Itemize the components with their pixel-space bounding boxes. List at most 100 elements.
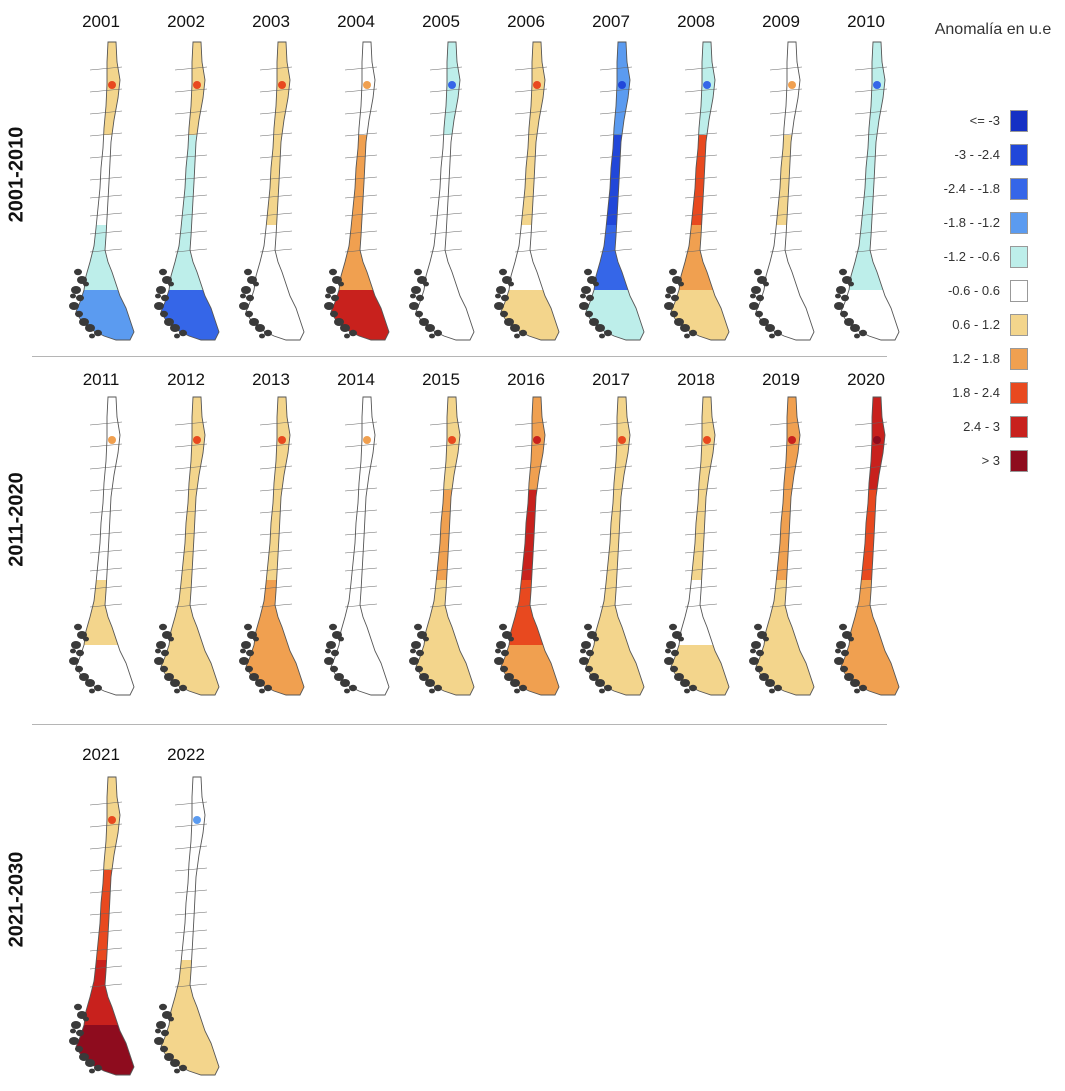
chile-anomaly-map-2021 bbox=[69, 776, 135, 1076]
region-border bbox=[89, 154, 123, 159]
region-border bbox=[429, 110, 463, 115]
archipelago bbox=[749, 623, 782, 694]
region-border bbox=[174, 443, 208, 448]
region-border bbox=[89, 509, 123, 514]
hotspot bbox=[703, 436, 711, 444]
legend-title: Anomalía en u.e bbox=[934, 21, 1052, 38]
region-border bbox=[514, 194, 548, 199]
year-label: 2012 bbox=[167, 370, 205, 389]
region-border bbox=[599, 248, 633, 253]
region-border bbox=[429, 567, 463, 572]
legend-item-label: -1.2 - -0.6 bbox=[943, 249, 1000, 264]
country-outline bbox=[840, 41, 900, 341]
region-border bbox=[174, 421, 208, 426]
year-label: 2011 bbox=[82, 370, 120, 389]
region-fill-center bbox=[331, 135, 389, 225]
region-border bbox=[854, 487, 888, 492]
chile-anomaly-map-2020 bbox=[834, 396, 900, 696]
region-border bbox=[854, 110, 888, 115]
region-border bbox=[769, 110, 803, 115]
year-label: 2006 bbox=[507, 12, 545, 31]
region-border bbox=[769, 248, 803, 253]
region-fill-center bbox=[76, 135, 134, 225]
hotspot bbox=[193, 436, 201, 444]
chile-anomaly-map-2005 bbox=[409, 41, 475, 341]
region-border bbox=[769, 465, 803, 470]
year-label: 2004 bbox=[337, 12, 375, 31]
region-border bbox=[89, 465, 123, 470]
year-label: 2015 bbox=[422, 370, 460, 389]
chile-anomaly-map-2016 bbox=[494, 396, 560, 696]
legend-swatch bbox=[1010, 280, 1028, 302]
region-border bbox=[429, 176, 463, 181]
region-border bbox=[174, 176, 208, 181]
legend-swatch bbox=[1010, 382, 1028, 404]
hotspot bbox=[193, 81, 201, 89]
decade-label: 2011-2020 bbox=[5, 472, 28, 567]
region-border bbox=[684, 176, 718, 181]
region-border bbox=[174, 889, 208, 894]
region-border bbox=[344, 66, 378, 71]
region-fill-center bbox=[416, 135, 474, 225]
region-border bbox=[599, 487, 633, 492]
region-border bbox=[259, 212, 293, 217]
region-border bbox=[429, 66, 463, 71]
archipelago bbox=[154, 268, 187, 339]
region-border bbox=[259, 531, 293, 536]
region-border bbox=[684, 567, 718, 572]
region-border bbox=[174, 929, 208, 934]
year-label: 2009 bbox=[762, 12, 800, 31]
region-border bbox=[344, 132, 378, 137]
region-border bbox=[514, 487, 548, 492]
legend-item: -2.4 - -1.8 bbox=[928, 178, 1036, 202]
region-border bbox=[769, 531, 803, 536]
region-border bbox=[89, 110, 123, 115]
chile-anomaly-map-2011 bbox=[69, 396, 135, 696]
region-border bbox=[259, 88, 293, 93]
hotspot bbox=[278, 436, 286, 444]
region-fill-center bbox=[501, 135, 559, 225]
region-fill-center bbox=[586, 135, 644, 225]
legend-swatch bbox=[1010, 314, 1028, 336]
country-outline bbox=[75, 396, 135, 696]
archipelago bbox=[494, 268, 527, 339]
region-border bbox=[89, 487, 123, 492]
region-border bbox=[854, 603, 888, 608]
region-border bbox=[259, 154, 293, 159]
legend-item: 1.2 - 1.8 bbox=[928, 348, 1036, 372]
region-border bbox=[854, 66, 888, 71]
region-border bbox=[514, 248, 548, 253]
archipelago bbox=[324, 623, 357, 694]
region-border bbox=[514, 603, 548, 608]
chile-anomaly-map-2019 bbox=[749, 396, 815, 696]
region-border bbox=[514, 509, 548, 514]
decade-divider bbox=[32, 356, 887, 357]
region-border bbox=[429, 531, 463, 536]
year-label: 2007 bbox=[592, 12, 630, 31]
region-border bbox=[684, 110, 718, 115]
region-border bbox=[684, 88, 718, 93]
region-border bbox=[429, 509, 463, 514]
region-fill-center bbox=[161, 490, 219, 580]
hotspot bbox=[873, 81, 881, 89]
year-label: 2002 bbox=[167, 12, 205, 31]
region-border bbox=[854, 248, 888, 253]
legend-swatch bbox=[1010, 144, 1028, 166]
region-border bbox=[684, 194, 718, 199]
country-outline bbox=[330, 41, 390, 341]
region-border bbox=[684, 132, 718, 137]
chile-anomaly-map-2007 bbox=[579, 41, 645, 341]
region-border bbox=[429, 194, 463, 199]
region-border bbox=[344, 88, 378, 93]
country-outline bbox=[160, 396, 220, 696]
region-border bbox=[174, 983, 208, 988]
region-border bbox=[684, 154, 718, 159]
region-border bbox=[429, 248, 463, 253]
region-border bbox=[174, 110, 208, 115]
archipelago bbox=[154, 623, 187, 694]
region-border bbox=[174, 212, 208, 217]
region-border bbox=[89, 845, 123, 850]
archipelago bbox=[579, 268, 612, 339]
region-border bbox=[429, 132, 463, 137]
legend-item-label: -1.8 - -1.2 bbox=[943, 215, 1000, 230]
